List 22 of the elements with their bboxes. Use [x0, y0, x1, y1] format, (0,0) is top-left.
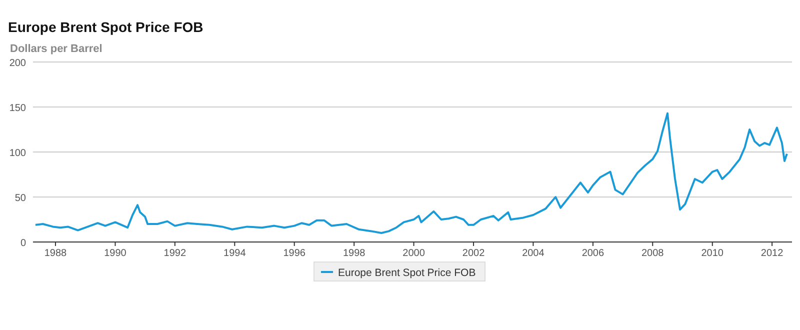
y-tick-label: 50	[14, 193, 26, 204]
x-tick-label: 1998	[342, 248, 366, 259]
x-tick-label: 1988	[44, 248, 68, 259]
x-tick-label: 2008	[642, 248, 664, 259]
x-tick-label: 2012	[760, 248, 784, 259]
x-tick-label: 1990	[104, 248, 127, 259]
y-axis-title: Dollars per Barrel	[10, 43, 102, 55]
x-tick-label: 2000	[402, 248, 426, 259]
y-tick-label: 0	[20, 238, 26, 249]
x-tick-label: 1994	[224, 248, 246, 259]
x-tick-label: 1996	[283, 248, 306, 259]
legend-label: Europe Brent Spot Price FOB	[338, 267, 476, 279]
x-tick-label: 2002	[462, 248, 486, 259]
x-tick-label: 2006	[582, 248, 605, 259]
x-tick-label: 2004	[522, 248, 545, 259]
line-series	[34, 112, 788, 234]
x-tick-label: 1992	[164, 248, 186, 259]
y-tick-label: 150	[9, 103, 26, 114]
chart-title: Europe Brent Spot Price FOB	[8, 19, 204, 35]
x-tick-label: 2010	[701, 248, 724, 259]
y-tick-label: 100	[9, 148, 26, 159]
y-tick-label: 200	[9, 58, 26, 69]
